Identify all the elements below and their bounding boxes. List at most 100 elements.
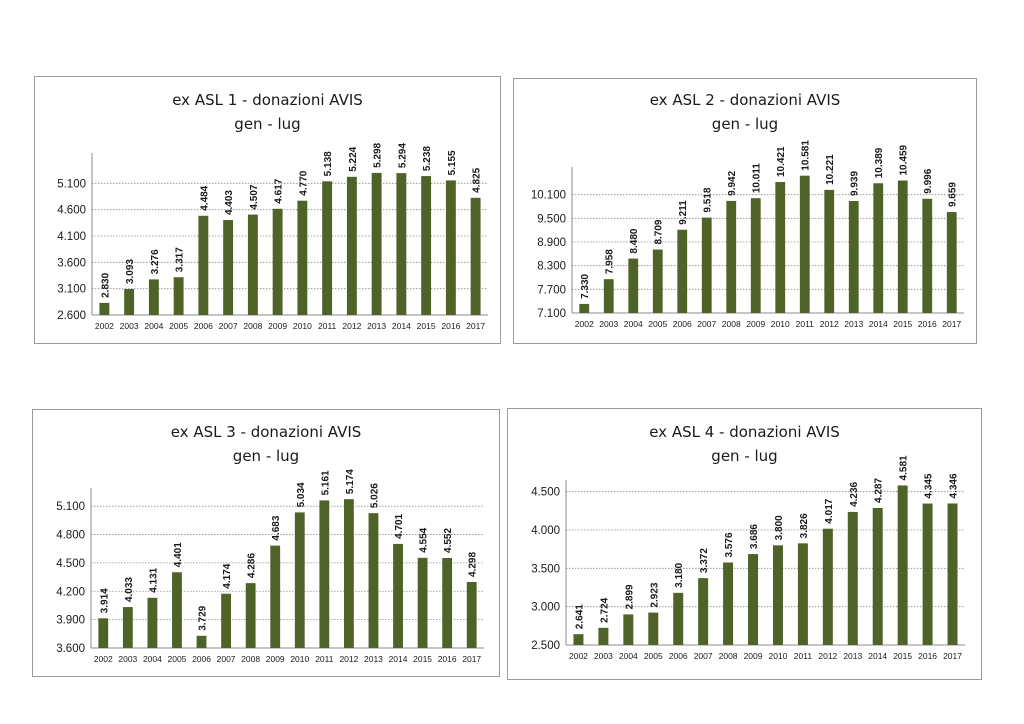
- bar-2016: [442, 557, 453, 648]
- x-tick-label: 2004: [144, 321, 163, 331]
- bar-2004: [623, 614, 634, 645]
- bar-2014: [393, 543, 403, 648]
- bar-2006: [196, 635, 207, 648]
- bar-2009: [748, 554, 759, 645]
- x-tick-label: 2014: [869, 319, 888, 329]
- data-label: 2.923: [649, 582, 660, 607]
- x-tick-label: 2003: [599, 319, 618, 329]
- x-tick-label: 2006: [669, 651, 688, 661]
- chart-title: ex ASL 4 - donazioni AVIS: [649, 423, 840, 441]
- x-tick-label: 2002: [575, 319, 594, 329]
- chart-panel-asl1: ex ASL 1 - donazioni AVIS gen - lug 2.60…: [34, 76, 501, 344]
- bar-2008: [247, 214, 258, 315]
- bar-2005: [652, 249, 663, 313]
- data-label: 4.017: [824, 498, 835, 523]
- data-label: 3.914: [99, 588, 110, 613]
- x-tick-label: 2006: [194, 321, 213, 331]
- data-label: 2.830: [100, 272, 111, 297]
- data-label: 9.659: [948, 182, 959, 207]
- x-tick-label: 2008: [719, 651, 738, 661]
- x-tick-label: 2012: [818, 651, 837, 661]
- x-tick-label: 2003: [594, 651, 613, 661]
- x-tick-label: 2008: [722, 319, 741, 329]
- x-tick-label: 2012: [820, 319, 839, 329]
- x-tick-label: 2011: [318, 321, 337, 331]
- x-tick-label: 2017: [942, 319, 961, 329]
- bar-2006: [673, 592, 684, 645]
- x-tick-label: 2013: [843, 651, 862, 661]
- bar-2003: [603, 279, 614, 313]
- bar-2007: [698, 578, 709, 645]
- x-tick-label: 2003: [120, 321, 139, 331]
- data-label: 4.552: [443, 528, 454, 553]
- data-label: 5.161: [320, 470, 331, 495]
- x-tick-label: 2009: [744, 651, 763, 661]
- bar-2015: [897, 180, 908, 313]
- bar-chart: 7.100 7.700 8.300 8.900 9.500 10.100 7.330 2002…: [531, 140, 964, 329]
- y-tick-label: 7.700: [537, 284, 566, 296]
- y-tick-label: 3.100: [57, 284, 86, 296]
- data-label: 4.236: [849, 481, 860, 506]
- x-tick-label: 2005: [644, 651, 663, 661]
- x-tick-label: 2002: [95, 321, 114, 331]
- y-tick-label: 3.600: [57, 257, 86, 269]
- x-tick-label: 2016: [918, 319, 937, 329]
- data-label: 4.403: [224, 190, 235, 215]
- data-label: 3.729: [198, 605, 209, 630]
- y-tick-label: 2.600: [57, 310, 86, 322]
- x-tick-label: 2017: [462, 654, 481, 664]
- y-tick-label: 4.500: [531, 487, 560, 499]
- bar-2013: [371, 172, 382, 315]
- bar-2003: [122, 607, 133, 648]
- bar-2005: [648, 612, 659, 645]
- x-tick-label: 2002: [94, 654, 113, 664]
- data-label: 4.345: [924, 473, 935, 498]
- y-tick-label: 8.900: [537, 237, 566, 249]
- data-label: 2.724: [599, 597, 610, 622]
- data-label: 5.034: [296, 482, 307, 507]
- data-label: 4.346: [949, 473, 960, 498]
- bar-2014: [873, 183, 884, 313]
- data-label: 5.238: [422, 146, 433, 171]
- data-label: 7.958: [605, 249, 616, 274]
- bar-2013: [847, 511, 858, 645]
- x-tick-label: 2013: [367, 321, 386, 331]
- data-label: 2.899: [624, 584, 635, 609]
- data-label: 3.576: [724, 532, 735, 557]
- x-tick-label: 2003: [118, 654, 137, 664]
- bar-2010: [297, 200, 308, 315]
- bar-2010: [775, 182, 786, 313]
- y-tick-label: 8.300: [537, 261, 566, 273]
- x-tick-label: 2011: [794, 651, 813, 661]
- data-label: 4.701: [394, 513, 405, 538]
- x-tick-label: 2012: [339, 654, 358, 664]
- x-tick-label: 2015: [893, 651, 912, 661]
- x-tick-label: 2005: [169, 321, 188, 331]
- data-label: 4.484: [199, 185, 210, 210]
- x-tick-label: 2011: [796, 319, 815, 329]
- bar-2016: [922, 503, 933, 645]
- y-tick-label: 4.000: [531, 525, 560, 537]
- data-label: 10.459: [899, 144, 910, 175]
- data-label: 5.294: [397, 143, 408, 168]
- bar-2005: [172, 572, 182, 648]
- x-tick-label: 2013: [844, 319, 863, 329]
- bar-2015: [421, 176, 432, 315]
- chart-subtitle: gen - lug: [711, 115, 779, 133]
- bar-2004: [148, 279, 159, 315]
- data-label: 3.372: [699, 548, 710, 573]
- x-tick-label: 2015: [893, 319, 912, 329]
- data-label: 4.174: [222, 563, 233, 588]
- data-label: 9.211: [678, 200, 689, 225]
- bar-2009: [270, 545, 281, 648]
- bar-2007: [701, 217, 712, 313]
- data-label: 10.389: [874, 147, 885, 178]
- y-tick-label: 4.500: [56, 558, 85, 570]
- bar-2008: [723, 562, 734, 645]
- y-tick-label: 7.100: [537, 308, 566, 320]
- data-label: 10.011: [752, 163, 763, 193]
- bar-2015: [897, 485, 908, 645]
- data-label: 4.033: [124, 577, 135, 602]
- x-tick-label: 2016: [918, 651, 937, 661]
- bar-2006: [677, 229, 688, 313]
